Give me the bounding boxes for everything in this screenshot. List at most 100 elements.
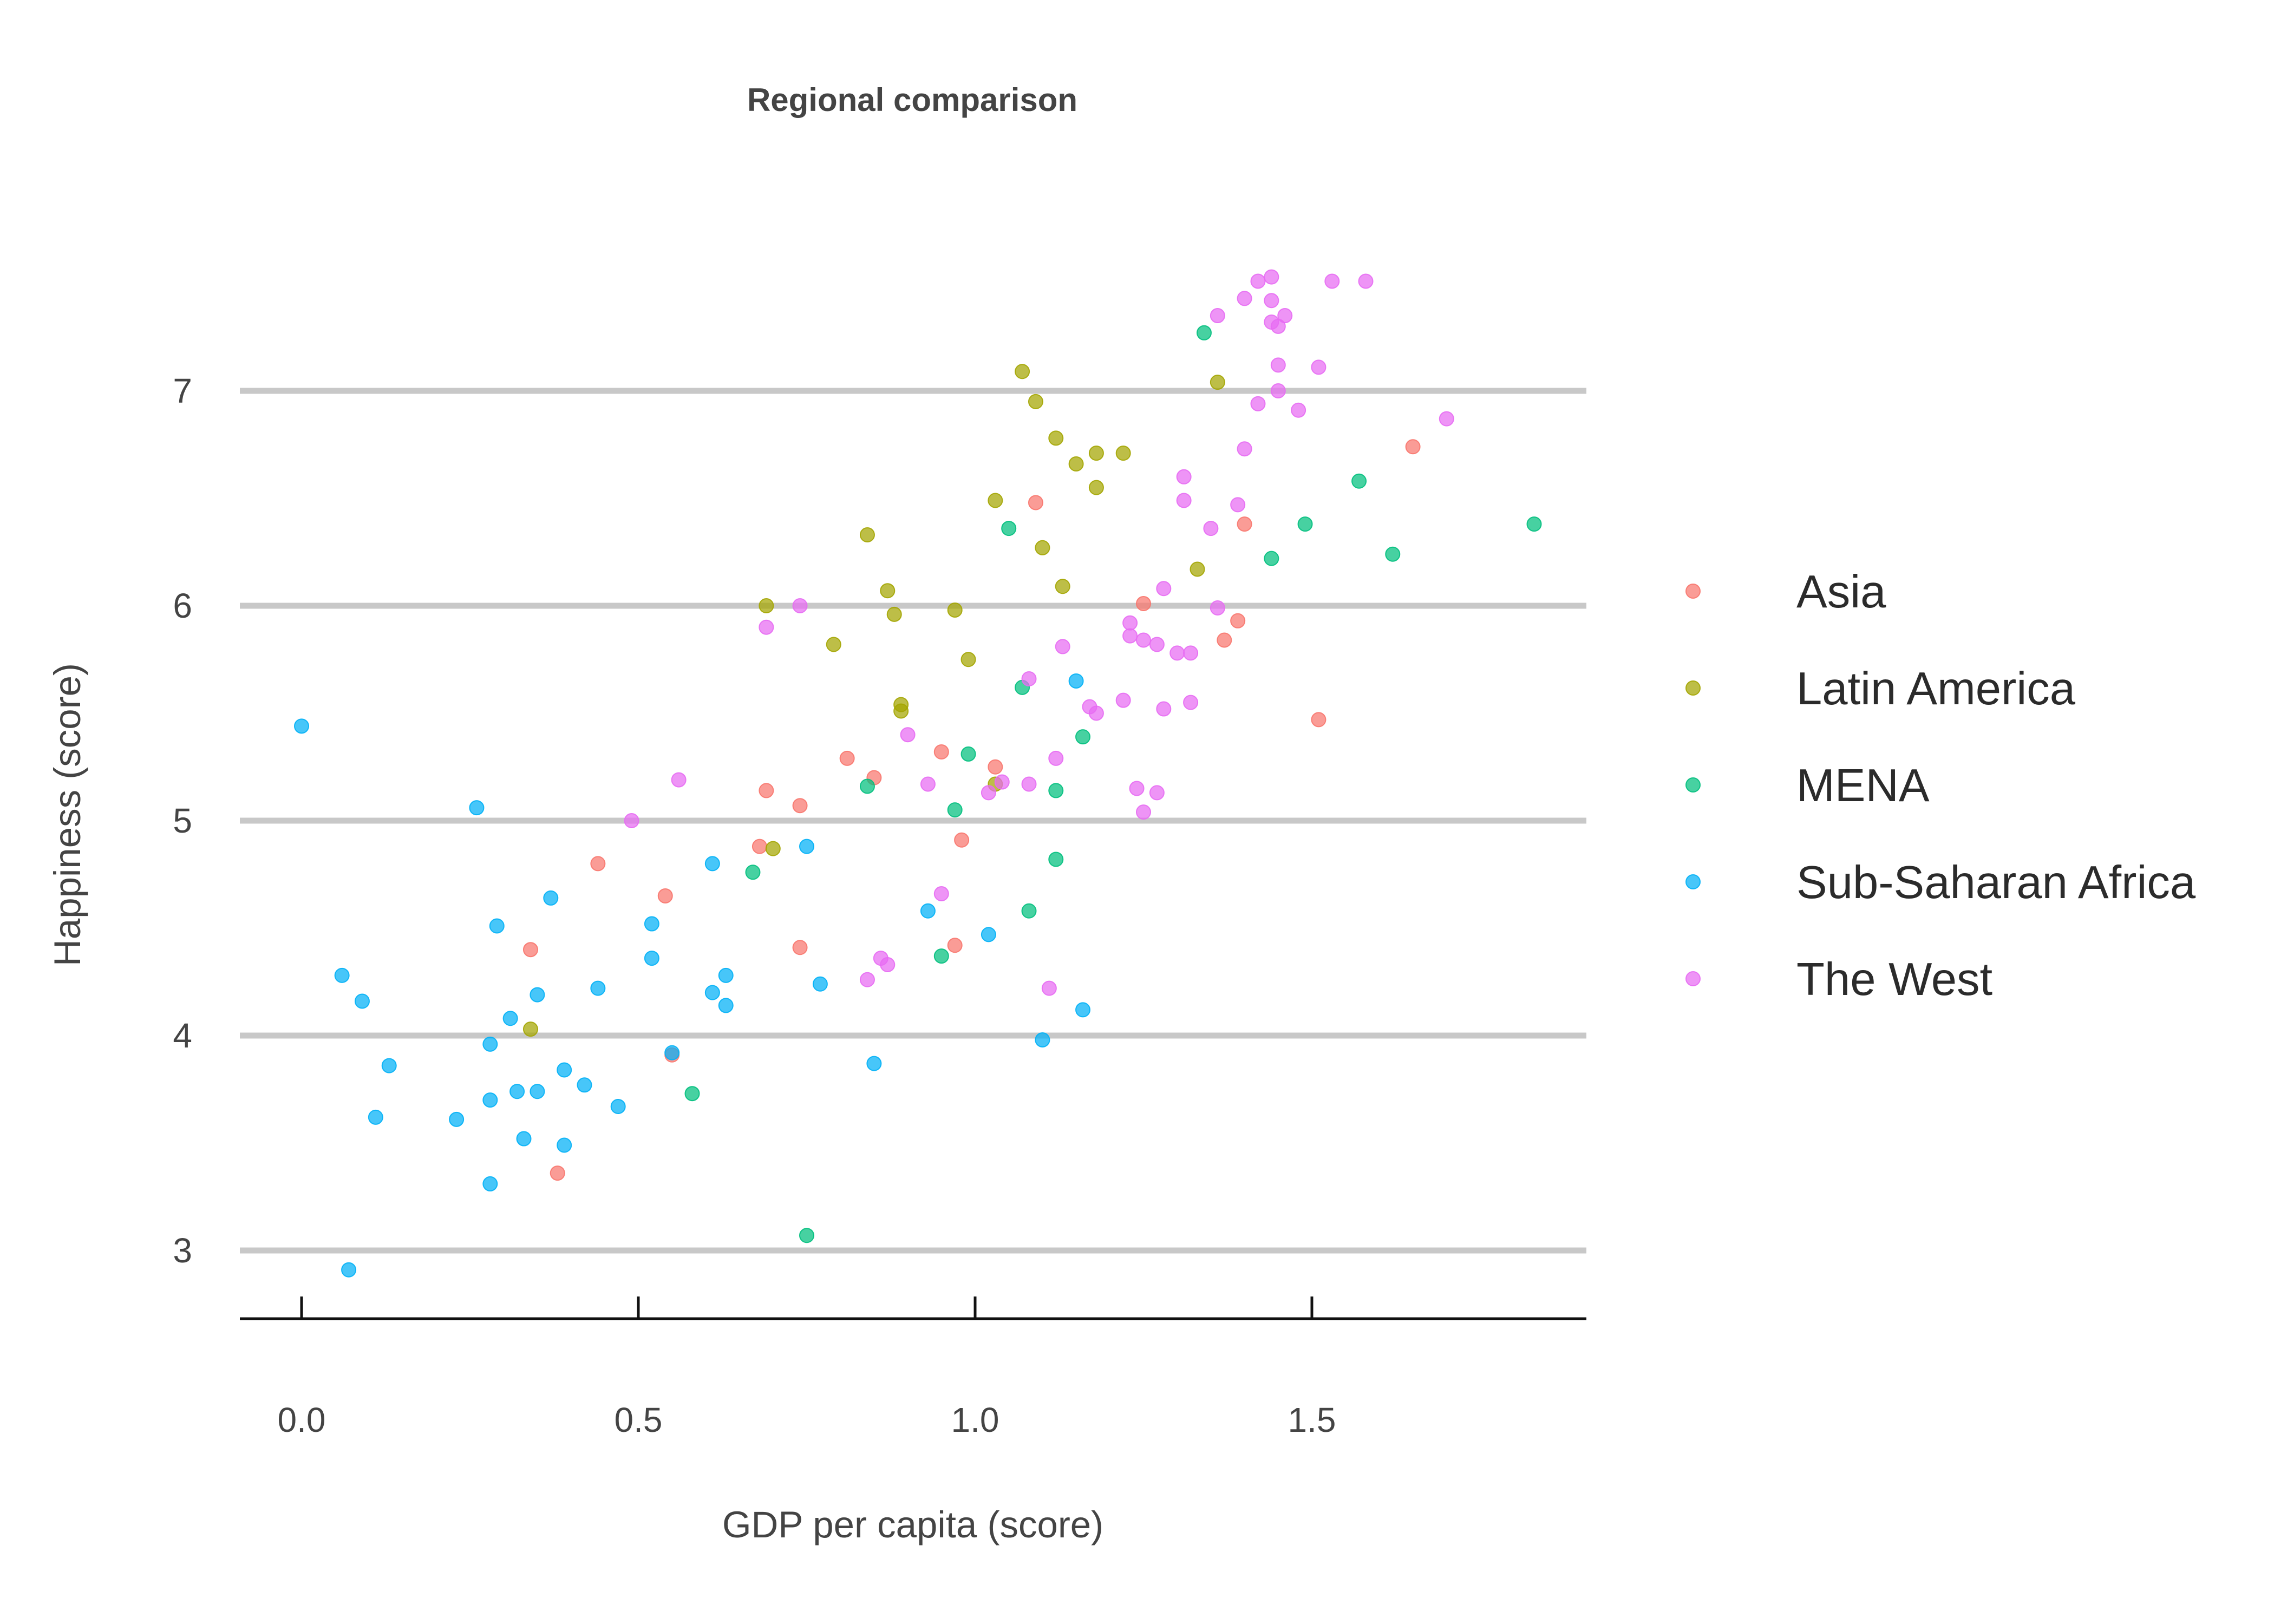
point-sub-saharan-africa: [489, 918, 505, 934]
point-sub-saharan-africa: [577, 1077, 592, 1093]
legend-label-sub-saharan-africa: Sub-Saharan Africa: [1796, 857, 2196, 908]
point-asia: [988, 759, 1003, 775]
point-latin-america: [859, 527, 875, 542]
point-the-west: [920, 776, 936, 792]
point-sub-saharan-africa: [341, 1262, 357, 1278]
point-sub-saharan-africa: [981, 927, 996, 942]
series-mena: [684, 325, 1542, 1243]
point-the-west: [1277, 308, 1293, 324]
point-sub-saharan-africa: [664, 1045, 680, 1060]
point-the-west: [1324, 273, 1340, 289]
point-the-west: [1136, 804, 1151, 820]
point-sub-saharan-africa: [482, 1036, 498, 1052]
point-sub-saharan-africa: [1068, 673, 1084, 689]
legend-key-mena: [1685, 777, 1701, 793]
point-the-west: [1176, 493, 1192, 508]
point-mena: [1297, 516, 1313, 532]
point-the-west: [1048, 750, 1064, 766]
point-the-west: [933, 886, 949, 901]
point-mena: [1021, 903, 1037, 919]
point-the-west: [759, 619, 774, 635]
point-the-west: [624, 813, 639, 828]
series-sub-saharan-africa: [294, 673, 1091, 1278]
point-sub-saharan-africa: [509, 1084, 525, 1099]
point-sub-saharan-africa: [799, 839, 814, 854]
point-the-west: [1270, 357, 1286, 373]
point-asia: [550, 1165, 565, 1181]
point-the-west: [1122, 615, 1138, 631]
point-mena: [1196, 325, 1212, 340]
legend: Asia Latin America MENA Sub-Saharan Africa T…: [1685, 566, 2196, 1005]
point-the-west: [1264, 269, 1279, 285]
point-sub-saharan-africa: [1075, 1002, 1091, 1018]
point-sub-saharan-africa: [469, 800, 485, 816]
point-sub-saharan-africa: [368, 1109, 383, 1125]
point-mena: [1264, 551, 1279, 566]
point-the-west: [1136, 632, 1151, 648]
point-asia: [947, 938, 963, 953]
point-latin-america: [1088, 446, 1104, 461]
point-sub-saharan-africa: [590, 980, 606, 996]
point-mena: [1048, 852, 1064, 867]
point-latin-america: [765, 841, 781, 856]
point-the-west: [1210, 600, 1225, 615]
point-asia: [1136, 596, 1151, 612]
legend-key-sub-saharan-africa: [1685, 874, 1701, 889]
point-the-west: [1250, 396, 1266, 411]
point-the-west: [981, 785, 996, 801]
point-latin-america: [886, 606, 902, 622]
y-tick-label: 7: [173, 371, 192, 410]
point-the-west: [1169, 645, 1185, 661]
point-sub-saharan-africa: [557, 1062, 572, 1078]
gridlines: [240, 388, 1586, 1254]
point-sub-saharan-africa: [718, 967, 734, 983]
x-tick-label: 1.5: [1288, 1400, 1336, 1439]
legend-key-latin-america: [1685, 680, 1701, 696]
point-the-west: [1156, 581, 1172, 597]
point-asia: [1217, 632, 1232, 648]
y-tick-label: 4: [173, 1016, 192, 1055]
point-latin-america: [880, 583, 896, 599]
point-mena: [799, 1228, 814, 1243]
point-the-west: [1358, 273, 1374, 289]
point-sub-saharan-africa: [812, 976, 828, 992]
point-the-west: [1270, 318, 1286, 334]
point-the-west: [859, 972, 875, 987]
point-the-west: [1270, 383, 1286, 398]
point-mena: [1385, 546, 1401, 562]
y-tick-label: 6: [173, 586, 192, 625]
point-asia: [1237, 516, 1252, 532]
x-tick-label: 0.0: [278, 1400, 326, 1439]
point-the-west: [1041, 980, 1057, 996]
x-tick-label: 0.5: [615, 1400, 663, 1439]
point-sub-saharan-africa: [516, 1131, 532, 1147]
x-axis-tick-labels: 0.0 0.5 1.0 1.5: [278, 1400, 1336, 1439]
point-sub-saharan-africa: [530, 1084, 545, 1099]
point-the-west: [1149, 785, 1165, 801]
point-sub-saharan-africa: [334, 967, 350, 983]
point-sub-saharan-africa: [294, 718, 309, 734]
point-the-west: [671, 772, 687, 788]
point-asia: [590, 856, 606, 872]
x-axis-title: GDP per capita (score): [722, 1504, 1103, 1546]
point-the-west: [1237, 291, 1252, 306]
point-sub-saharan-africa: [449, 1111, 465, 1127]
point-sub-saharan-africa: [610, 1099, 626, 1115]
point-the-west: [1237, 441, 1252, 457]
series-asia: [522, 439, 1421, 1181]
point-the-west: [1021, 671, 1037, 686]
point-sub-saharan-africa: [482, 1092, 498, 1108]
point-asia: [1405, 439, 1421, 455]
point-the-west: [1250, 273, 1266, 289]
point-latin-america: [1210, 375, 1225, 390]
point-mena: [1048, 783, 1064, 798]
point-mena: [1001, 521, 1017, 536]
y-axis-title: Happiness (score): [47, 663, 88, 966]
point-asia: [657, 888, 673, 903]
point-sub-saharan-africa: [704, 856, 720, 872]
point-mena: [1351, 473, 1367, 489]
point-the-west: [1183, 695, 1199, 710]
point-the-west: [1291, 402, 1306, 418]
point-latin-america: [1088, 480, 1104, 495]
